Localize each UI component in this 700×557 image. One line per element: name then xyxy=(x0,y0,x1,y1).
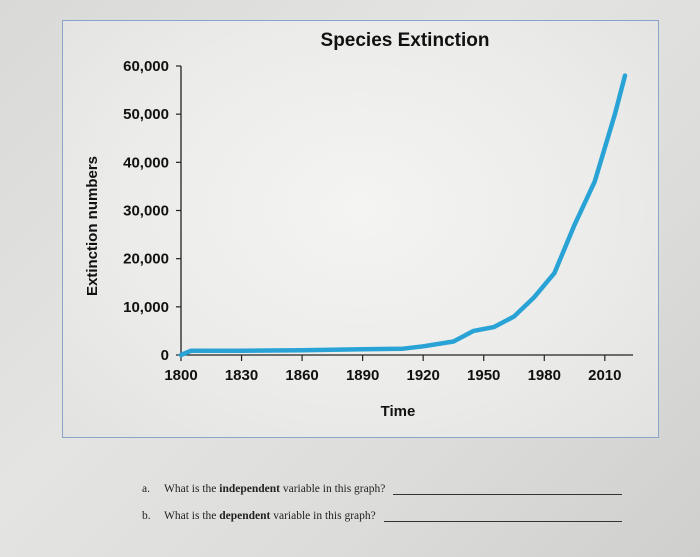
y-tick-label: 60,000 xyxy=(123,58,169,75)
x-tick-label: 1800 xyxy=(164,367,197,384)
answer-blank[interactable] xyxy=(383,509,622,522)
question-text-bold: dependent xyxy=(219,510,271,522)
x-tick-label: 1860 xyxy=(285,367,318,384)
y-tick-label: 0 xyxy=(161,347,169,364)
question-text-bold: independent xyxy=(219,483,280,495)
y-tick-label: 30,000 xyxy=(123,203,169,220)
question-text-pre: What is the xyxy=(164,483,220,495)
question-letter: b. xyxy=(142,510,151,522)
x-tick-label: 1830 xyxy=(225,367,258,384)
questions: a. What is the independent variable in t… xyxy=(142,482,622,536)
chart-title: Species Extinction xyxy=(321,30,490,51)
y-tick-label: 40,000 xyxy=(123,154,169,171)
x-tick-label: 1980 xyxy=(528,367,561,384)
question-text: What is the independent variable in this… xyxy=(164,483,385,495)
chart-panel: Species Extinction Extinction numbers Ti… xyxy=(62,20,659,438)
tick-labels: 0 10,000 20,000 30,000 40,000 50,000 60,000 180… xyxy=(123,58,621,384)
y-tick-label: 50,000 xyxy=(123,106,169,123)
y-tick-label: 10,000 xyxy=(123,299,169,316)
x-tick-label: 1950 xyxy=(467,367,500,384)
x-tick-label: 1890 xyxy=(346,367,379,384)
x-tick-label: 1920 xyxy=(406,367,439,384)
question-letter: a. xyxy=(142,483,150,495)
question-text-pre: What is the xyxy=(164,510,220,522)
x-tick-label: 2010 xyxy=(588,367,621,384)
question-text-post: variable in this graph? xyxy=(270,510,376,522)
y-axis-label: Extinction numbers xyxy=(84,156,101,296)
axes xyxy=(176,65,633,361)
question-text: What is the dependent variable in this g… xyxy=(164,510,376,522)
y-tick-label: 20,000 xyxy=(123,251,169,268)
question-a: a. What is the independent variable in t… xyxy=(142,482,622,495)
x-axis-label: Time xyxy=(381,403,416,420)
answer-blank[interactable] xyxy=(393,482,622,495)
series-group xyxy=(178,73,628,358)
chart-svg: Species Extinction Extinction numbers Ti… xyxy=(84,30,633,420)
question-b: b. What is the dependent variable in thi… xyxy=(142,509,622,522)
series-line xyxy=(178,73,628,358)
question-text-post: variable in this graph? xyxy=(279,483,386,495)
